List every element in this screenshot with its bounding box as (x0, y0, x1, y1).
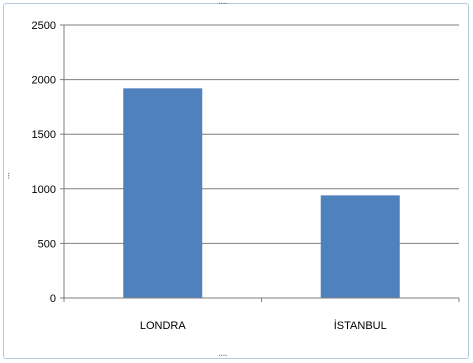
left-resize-handle-icon[interactable]: ··· (2, 172, 13, 179)
bar-londra (123, 88, 203, 298)
axes (60, 24, 460, 302)
bar-i̇stanbul (320, 195, 400, 298)
y-tick-label-0: 0 (50, 293, 56, 305)
y-tick-label-2000: 2000 (32, 75, 56, 87)
bars (123, 88, 400, 298)
x-tick-labels: LONDRA İSTANBUL (140, 319, 387, 332)
x-category-label-londra: LONDRA (140, 320, 187, 332)
bottom-resize-handle-icon[interactable]: ···· (218, 351, 228, 362)
y-tick-labels: 0 500 1000 1500 2000 2500 (32, 20, 56, 305)
y-tick-label-500: 500 (38, 238, 56, 250)
y-tick-label-1500: 1500 (32, 129, 56, 141)
top-resize-handle-icon[interactable]: ···· (218, 0, 228, 10)
y-tick-label-1000: 1000 (32, 184, 56, 196)
x-category-label-i̇stanbul: İSTANBUL (334, 319, 387, 332)
y-tick-label-2500: 2500 (32, 20, 56, 32)
